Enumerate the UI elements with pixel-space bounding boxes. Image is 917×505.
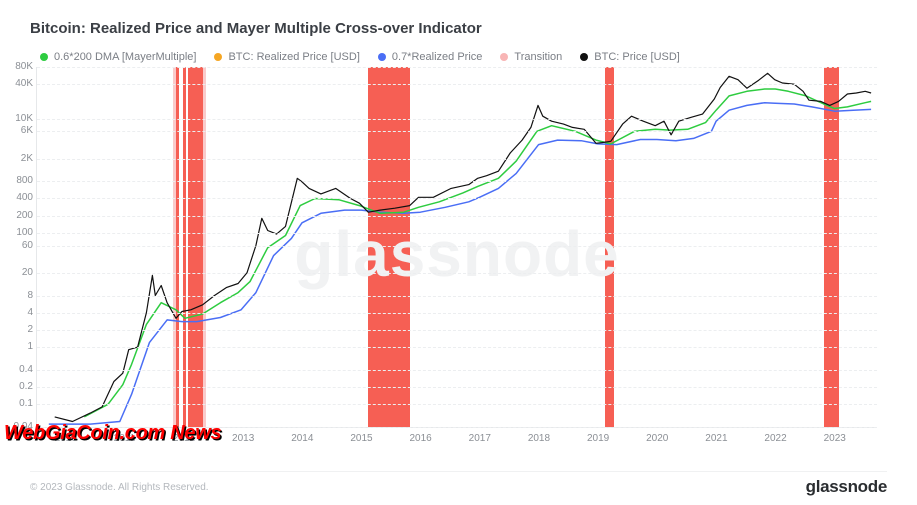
y-tick-label: 0.1 xyxy=(3,398,33,409)
x-tick-label: 2015 xyxy=(350,433,372,444)
y-tick-label: 0.4 xyxy=(3,364,33,375)
gridline xyxy=(37,119,877,120)
y-tick-label: 800 xyxy=(3,175,33,186)
y-tick-label: 100 xyxy=(3,227,33,238)
x-tick-label: 2021 xyxy=(705,433,727,444)
x-tick-label: 2022 xyxy=(764,433,786,444)
page-title: Bitcoin: Realized Price and Mayer Multip… xyxy=(30,20,887,37)
x-tick-label: 2018 xyxy=(528,433,550,444)
legend-label: Transition xyxy=(514,51,562,63)
chart-lines xyxy=(37,67,877,427)
x-tick-label: 2020 xyxy=(646,433,668,444)
legend-item: BTC: Price [USD] xyxy=(580,51,680,63)
brand-logo: glassnode xyxy=(806,477,887,497)
x-tick-label: 2014 xyxy=(291,433,313,444)
gridline xyxy=(37,370,877,371)
legend-item: 0.6*200 DMA [MayerMultiple] xyxy=(40,51,196,63)
x-tick-label: 2019 xyxy=(587,433,609,444)
chart-plot: glassnode 0.040.10.20.412482060100200400… xyxy=(36,67,877,428)
legend-item: 0.7*Realized Price xyxy=(378,51,483,63)
y-tick-label: 8 xyxy=(3,290,33,301)
legend-dot xyxy=(580,53,588,61)
gridline xyxy=(37,387,877,388)
y-tick-label: 400 xyxy=(3,192,33,203)
legend-item: BTC: Realized Price [USD] xyxy=(214,51,359,63)
gridline xyxy=(37,347,877,348)
legend-dot xyxy=(378,53,386,61)
gridline xyxy=(37,159,877,160)
y-tick-label: 2K xyxy=(3,153,33,164)
gridline xyxy=(37,273,877,274)
gridline xyxy=(37,84,877,85)
gridline xyxy=(37,216,877,217)
y-tick-label: 20 xyxy=(3,267,33,278)
x-tick-label: 2023 xyxy=(824,433,846,444)
legend-dot xyxy=(500,53,508,61)
y-tick-label: 40K xyxy=(3,78,33,89)
gridline xyxy=(37,198,877,199)
legend-label: BTC: Realized Price [USD] xyxy=(228,51,359,63)
x-tick-label: 2016 xyxy=(410,433,432,444)
y-tick-label: 10K xyxy=(3,113,33,124)
y-tick-label: 80K xyxy=(3,61,33,72)
footer-copyright: © 2023 Glassnode. All Rights Reserved. xyxy=(30,482,209,493)
y-tick-label: 2 xyxy=(3,324,33,335)
legend-label: 0.6*200 DMA [MayerMultiple] xyxy=(54,51,196,63)
legend-item: Transition xyxy=(500,51,562,63)
x-tick-label: 2013 xyxy=(232,433,254,444)
y-tick-label: 6K xyxy=(3,125,33,136)
legend-dot xyxy=(40,53,48,61)
legend-dot xyxy=(214,53,222,61)
x-tick-label: 2017 xyxy=(469,433,491,444)
gridline xyxy=(37,404,877,405)
gridline xyxy=(37,131,877,132)
overlay-news-text: WebGiaCoin.com News xyxy=(4,422,221,445)
y-tick-label: 0.2 xyxy=(3,381,33,392)
gridline xyxy=(37,181,877,182)
gridline xyxy=(37,246,877,247)
legend: 0.6*200 DMA [MayerMultiple] BTC: Realized… xyxy=(30,51,887,63)
gridline xyxy=(37,67,877,68)
y-tick-label: 4 xyxy=(3,307,33,318)
y-tick-label: 60 xyxy=(3,240,33,251)
gridline xyxy=(37,313,877,314)
y-tick-label: 1 xyxy=(3,341,33,352)
legend-label: BTC: Price [USD] xyxy=(594,51,680,63)
y-tick-label: 200 xyxy=(3,210,33,221)
gridline xyxy=(37,330,877,331)
gridline xyxy=(37,296,877,297)
series-mayer_green xyxy=(84,89,871,417)
gridline xyxy=(37,233,877,234)
legend-label: 0.7*Realized Price xyxy=(392,51,483,63)
series-realized_blue xyxy=(49,103,871,424)
